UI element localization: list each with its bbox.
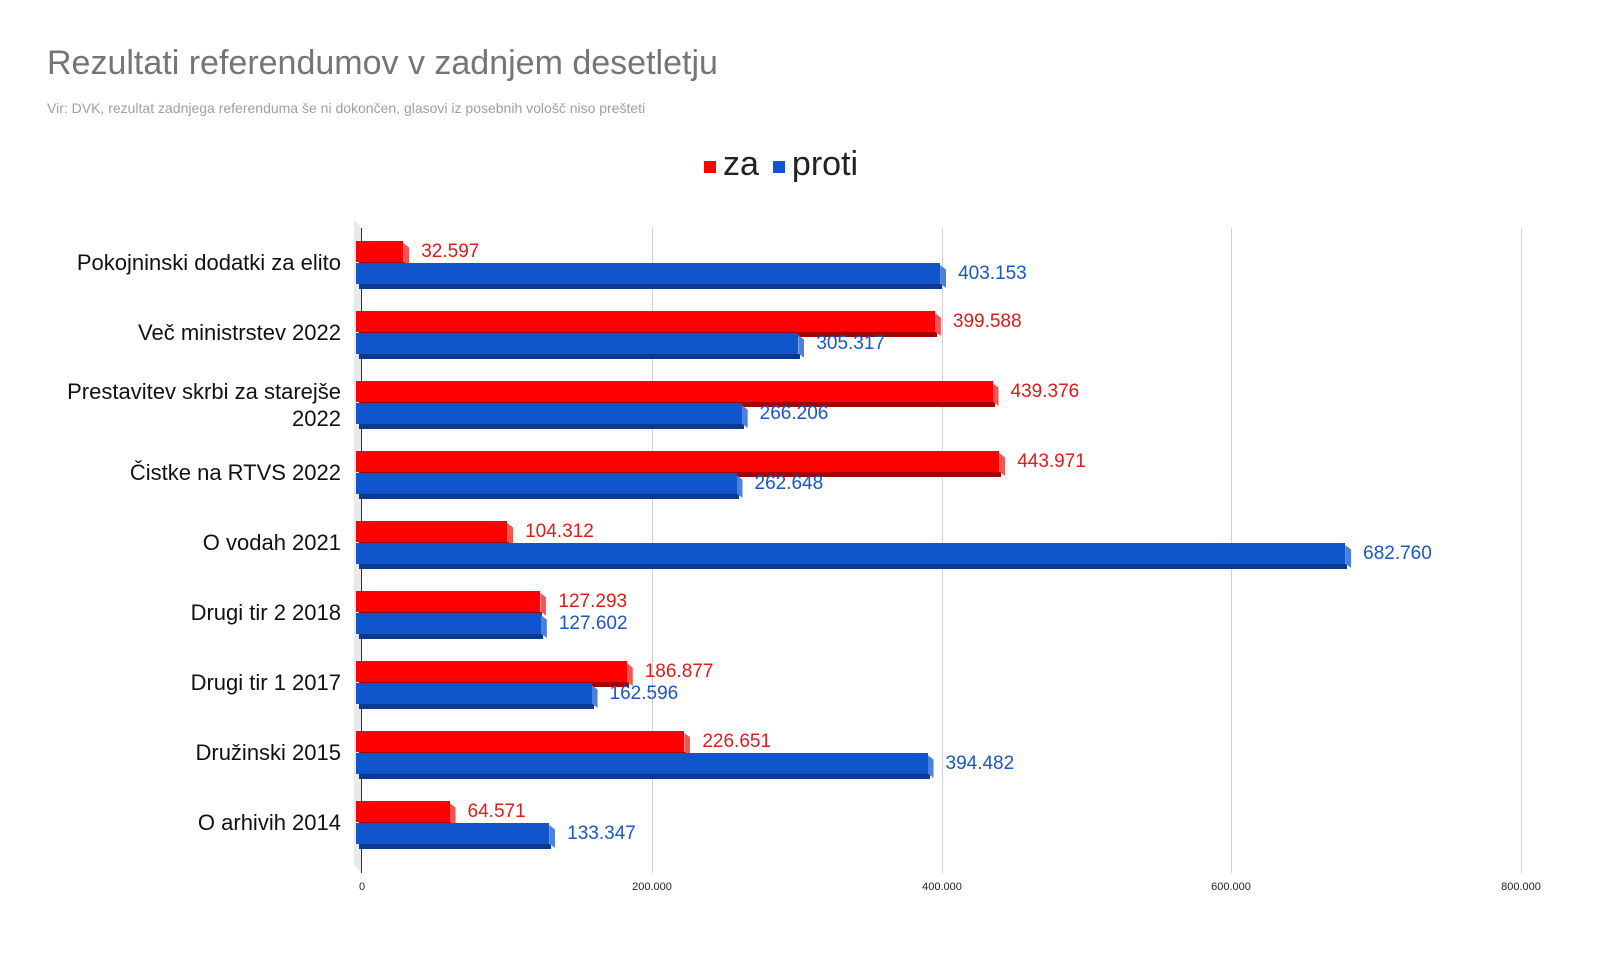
category-label: O vodah 2021 [202, 530, 341, 555]
data-label-proti: 266.206 [759, 403, 829, 424]
bar-bottom [359, 284, 943, 289]
bar-face [356, 661, 627, 682]
bar-face [356, 381, 993, 402]
legend-label-proti: proti [791, 145, 859, 183]
bar-face [356, 753, 928, 774]
bar-side [741, 405, 748, 428]
gridline [1521, 228, 1522, 873]
bar-proti [356, 333, 805, 359]
bar-side [992, 383, 999, 406]
data-label-proti: 394.482 [945, 753, 1015, 774]
data-label-proti: 133.347 [567, 823, 636, 844]
bar-bottom [359, 634, 543, 639]
bar-proti [356, 613, 547, 639]
bar-side [940, 265, 947, 288]
bar-face [356, 613, 541, 634]
data-label-proti: 162.596 [609, 683, 679, 704]
data-label-proti: 682.760 [1363, 543, 1432, 564]
legend-swatch-proti [772, 160, 785, 173]
bar-bottom [359, 424, 744, 429]
bar-face [356, 451, 1000, 472]
bar-face [356, 473, 737, 494]
data-label-proti: 403.153 [958, 263, 1027, 284]
bar-side [927, 755, 934, 778]
bar-side [549, 825, 556, 848]
legend-item-za: za [704, 145, 759, 184]
category-label: Več ministrstev 2022 [138, 320, 341, 345]
bar-bottom [359, 774, 930, 779]
x-tick: 400.000 [922, 881, 962, 893]
bar-face [356, 521, 508, 542]
bar-proti [356, 263, 947, 289]
bar-side [540, 615, 547, 638]
bar-side [684, 733, 691, 756]
x-tick: 800.000 [1501, 881, 1541, 893]
bar-face [356, 311, 935, 332]
bar-face [356, 801, 450, 822]
category-label: O arhivih 2014 [197, 810, 341, 835]
bar-side [999, 453, 1006, 476]
bar-face [356, 543, 1346, 564]
bar-side [736, 475, 743, 498]
data-label-za: 32.597 [421, 241, 480, 262]
bar-proti [356, 683, 598, 709]
bar-face [356, 241, 404, 262]
data-label-za: 439.376 [1010, 381, 1080, 402]
data-label-proti: 262.648 [754, 473, 824, 494]
category-label: Drugi tir 1 2017 [190, 670, 341, 695]
bar-side [626, 663, 633, 686]
bar-proti [356, 403, 748, 429]
chart-title: Rezultati referendumov v zadnjem desetle… [47, 44, 718, 82]
category-label: Prestavitev skrbi za starejše 2022 [67, 379, 341, 431]
x-tick: 200.000 [632, 881, 672, 893]
bar-side [449, 803, 456, 826]
bar-face [356, 263, 941, 284]
category-label: Družinski 2015 [195, 740, 341, 765]
x-tick: 600.000 [1211, 881, 1251, 893]
bar-side [540, 593, 547, 616]
bar-side [507, 523, 514, 546]
data-label-za: 226.651 [702, 731, 772, 752]
bar-side [934, 313, 941, 336]
bar-bottom [359, 704, 594, 709]
bar-bottom [359, 354, 801, 359]
bar-side [591, 685, 598, 708]
legend-label-za: za [723, 145, 759, 183]
legend-swatch-za [704, 160, 716, 173]
bar-proti [356, 543, 1352, 569]
x-tick: 0 [358, 881, 366, 893]
bar-face [356, 403, 742, 424]
bar-face [356, 823, 550, 844]
data-label-proti: 127.602 [558, 613, 628, 634]
legend: za proti [704, 145, 872, 184]
data-label-za: 399.588 [952, 311, 1022, 332]
bar-proti [356, 753, 934, 779]
bar-face [356, 731, 685, 752]
category-label: Drugi tir 2 2018 [190, 600, 341, 625]
legend-item-proti: proti [772, 145, 859, 184]
bar-face [356, 333, 799, 354]
bar-face [356, 683, 592, 704]
data-label-za: 64.571 [467, 801, 526, 822]
bar-bottom [359, 564, 1348, 569]
bar-bottom [359, 844, 552, 849]
data-label-za: 186.877 [644, 661, 714, 682]
bar-face [356, 591, 541, 612]
bar-side [403, 243, 410, 266]
data-label-za: 443.971 [1017, 451, 1086, 472]
data-label-za: 127.293 [558, 591, 628, 612]
bar-proti [356, 473, 743, 499]
category-label: Pokojninski dodatki za elito [76, 250, 341, 275]
bar-bottom [359, 494, 739, 499]
bar-side [1345, 545, 1352, 568]
category-label: Čistke na RTVS 2022 [129, 460, 341, 485]
bar-proti [356, 823, 556, 849]
chart-subtitle: Vir: DVK, rezultat zadnjega referenduma … [47, 100, 646, 116]
bar-side [798, 335, 805, 358]
data-label-za: 104.312 [525, 521, 594, 542]
data-label-proti: 305.317 [816, 333, 885, 354]
